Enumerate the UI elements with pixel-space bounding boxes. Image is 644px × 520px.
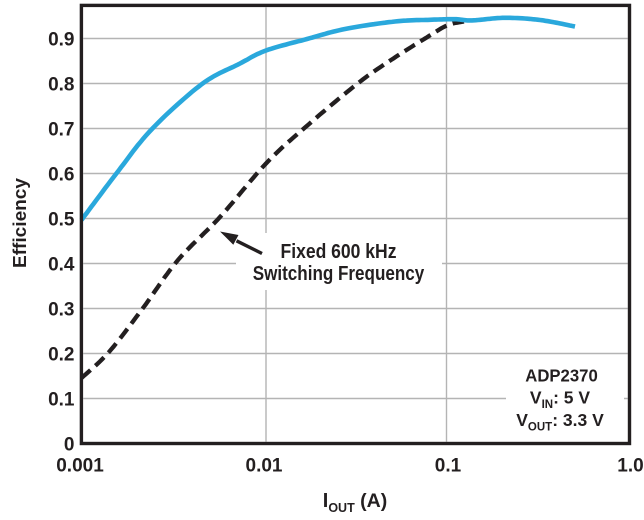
svg-text:0.3: 0.3 <box>48 299 74 320</box>
svg-text:Efficiency: Efficiency <box>9 177 30 268</box>
svg-text:VIN: 5 V: VIN: 5 V <box>530 388 590 412</box>
svg-text:Fixed 600 kHz: Fixed 600 kHz <box>281 241 397 263</box>
svg-text:0.6: 0.6 <box>48 164 74 185</box>
svg-text:0.9: 0.9 <box>48 29 74 50</box>
svg-text:0: 0 <box>64 434 75 455</box>
svg-text:0.7: 0.7 <box>48 119 74 140</box>
svg-text:0.2: 0.2 <box>48 344 74 365</box>
svg-text:0.8: 0.8 <box>48 74 74 95</box>
svg-text:Switching Frequency: Switching Frequency <box>253 263 425 285</box>
svg-text:0.01: 0.01 <box>246 456 283 477</box>
svg-text:0.001: 0.001 <box>56 456 104 477</box>
svg-text:0.1: 0.1 <box>435 456 462 477</box>
svg-text:1.0: 1.0 <box>617 456 643 477</box>
svg-text:ADP2370: ADP2370 <box>525 366 598 386</box>
svg-text:0.5: 0.5 <box>48 209 75 230</box>
svg-text:0.1: 0.1 <box>48 389 75 410</box>
svg-text:0.4: 0.4 <box>48 254 75 275</box>
